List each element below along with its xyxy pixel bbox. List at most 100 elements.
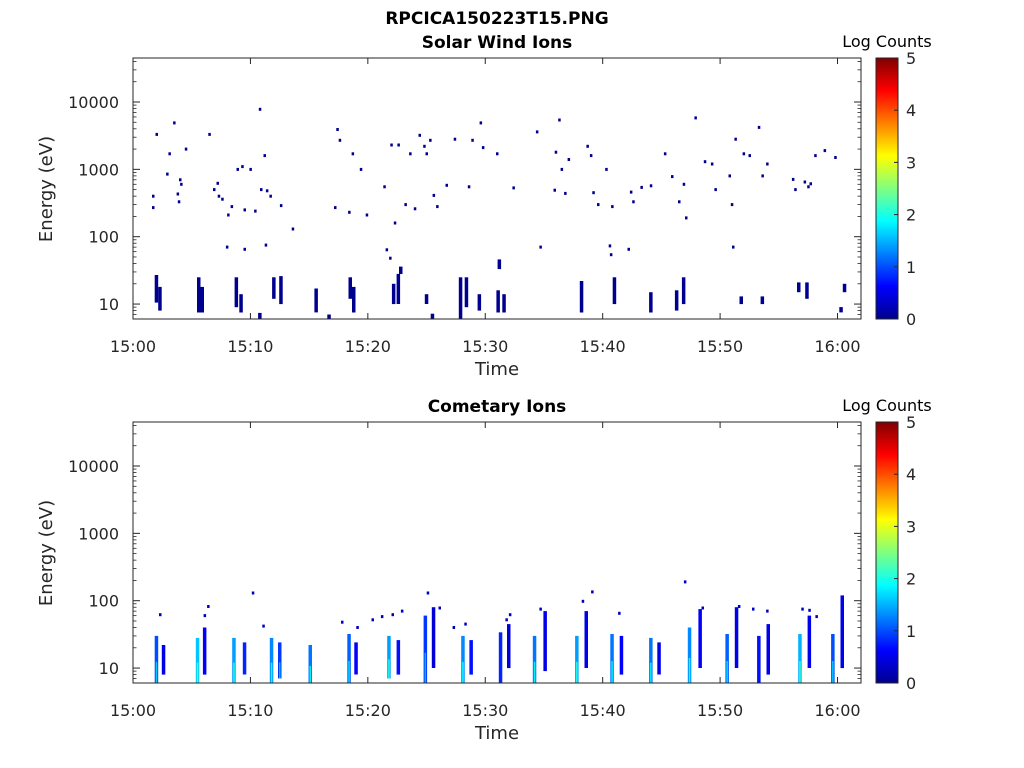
data-point (815, 615, 818, 619)
data-point (236, 167, 239, 171)
figure-title: RPCICA150223T15.PNG (385, 9, 608, 29)
data-point (365, 213, 369, 217)
data-point (351, 152, 355, 156)
data-point (176, 192, 180, 196)
data-point (611, 205, 614, 209)
data-point (682, 182, 686, 186)
data-point (400, 609, 404, 613)
data-burst (347, 634, 351, 683)
data-point (168, 152, 171, 156)
data-point (426, 591, 430, 595)
data-point (592, 191, 595, 195)
data-point (258, 107, 262, 111)
data-burst (269, 637, 274, 683)
data-burst (649, 292, 653, 313)
data-point (560, 167, 564, 171)
data-point (207, 605, 210, 608)
data-point (453, 137, 457, 141)
data-burst (502, 294, 506, 313)
data-point (152, 206, 155, 210)
data-burst (423, 615, 428, 683)
data-point (334, 206, 337, 210)
colorbar-tick-label: 1 (906, 622, 916, 641)
data-point (564, 191, 567, 195)
data-point (553, 188, 556, 192)
data-point (445, 183, 448, 187)
data-burst (272, 277, 276, 299)
data-burst (158, 286, 162, 311)
data-burst (430, 313, 435, 319)
data-burst-core (650, 662, 652, 683)
data-burst (649, 637, 653, 683)
colorbar-tick-label: 2 (906, 206, 916, 225)
data-point (748, 154, 751, 158)
data-point (418, 133, 421, 137)
data-burst (352, 286, 356, 313)
data-point (558, 118, 561, 122)
data-point (251, 591, 255, 595)
data-point (730, 203, 734, 207)
data-point (359, 167, 363, 171)
panel-cometary: Cometary Ions Time Energy (eV) Log Count… (36, 396, 932, 744)
data-burst-core (688, 658, 691, 683)
data-point (766, 609, 769, 613)
data-point (554, 150, 558, 154)
data-burst (497, 259, 502, 270)
data-point (221, 197, 224, 201)
data-burst (399, 266, 403, 274)
data-point (341, 620, 344, 624)
x-tick-label: 15:30 (462, 701, 508, 720)
data-burst (234, 277, 239, 308)
data-burst (498, 632, 503, 683)
data-point (752, 607, 755, 611)
data-burst (612, 277, 617, 305)
y-axis-label: Energy (eV) (36, 500, 57, 606)
y-tick-label: 100 (88, 228, 119, 247)
colorbar-tick-label: 1 (906, 258, 916, 277)
colorbar-tick-label: 5 (906, 413, 916, 432)
data-point (597, 203, 600, 207)
data-burst (543, 611, 547, 672)
panel-title: Cometary Ions (428, 397, 567, 417)
y-tick-label: 1000 (78, 160, 119, 179)
data-point (627, 247, 630, 251)
data-burst (239, 294, 243, 313)
panel-solar-wind: Solar Wind Ions Time Energy (eV) Log Cou… (36, 32, 932, 380)
data-burst (458, 312, 463, 319)
data-point (243, 208, 246, 212)
data-point (243, 247, 246, 251)
data-point (766, 162, 769, 166)
data-burst (831, 634, 835, 683)
data-point (823, 149, 827, 153)
data-point (710, 162, 714, 166)
data-point (432, 193, 436, 197)
data-burst (327, 314, 331, 319)
data-point (471, 138, 474, 142)
y-tick-label: 10 (99, 295, 119, 314)
data-point (230, 205, 234, 209)
y-axis-label: Energy (eV) (36, 136, 57, 242)
data-point (291, 227, 295, 231)
colorbar-tick-label: 0 (906, 674, 916, 693)
data-point (512, 186, 515, 190)
data-burst (424, 294, 429, 304)
data-point (479, 121, 483, 125)
data-point (279, 204, 283, 208)
x-axis-label: Time (474, 359, 519, 380)
data-point (263, 154, 266, 158)
data-point (791, 177, 795, 181)
data-point (389, 256, 392, 260)
data-burst-core (462, 661, 464, 683)
data-point (794, 188, 797, 192)
data-point (539, 607, 542, 611)
data-burst-core (611, 661, 613, 683)
x-tick-label: 15:10 (227, 337, 273, 356)
colorbar-tick-label: 0 (906, 310, 916, 329)
x-tick-label: 16:00 (814, 337, 860, 356)
colorbar-tick-label: 5 (906, 49, 916, 68)
x-tick-label: 15:00 (110, 701, 156, 720)
data-burst (805, 282, 809, 299)
data-burst (197, 277, 201, 313)
data-point (152, 194, 155, 198)
data-burst (391, 283, 396, 305)
